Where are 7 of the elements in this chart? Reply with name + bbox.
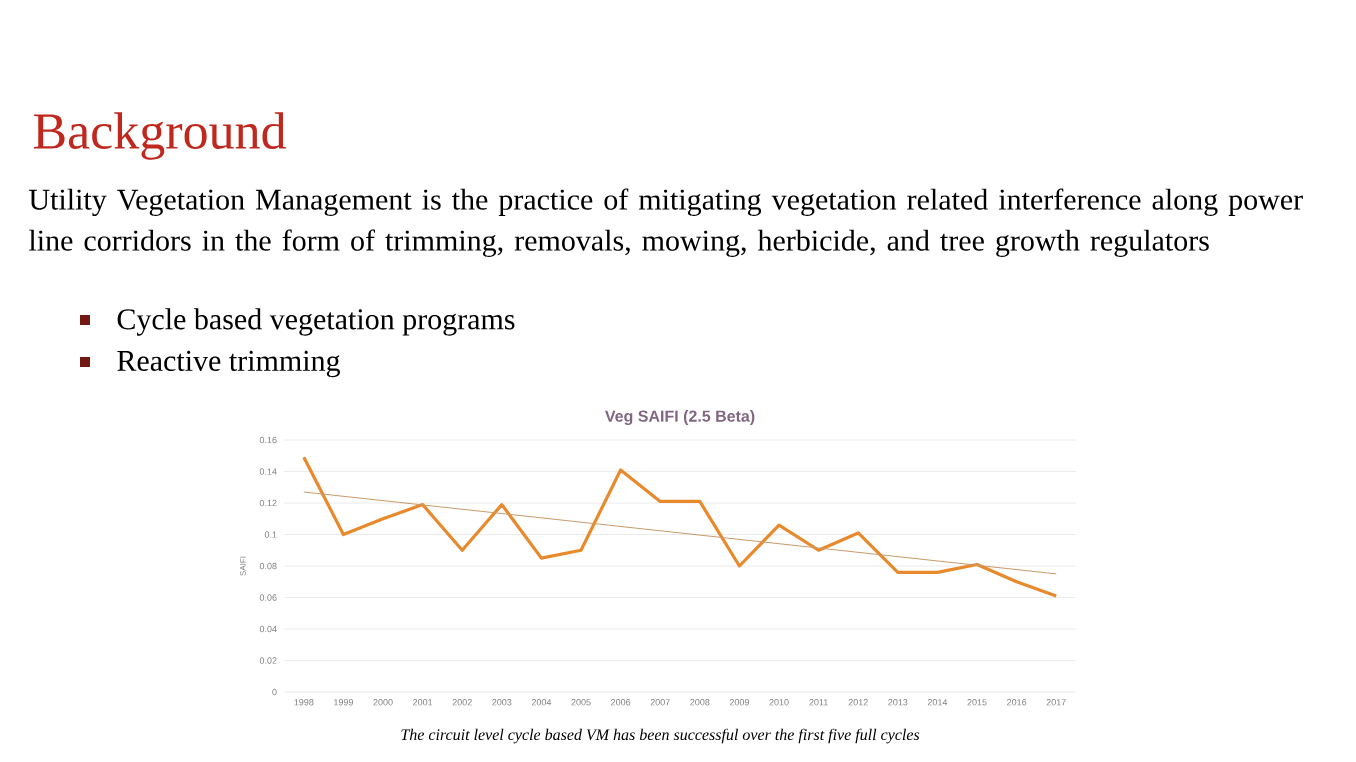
text: Reactive trimming [117, 350, 341, 378]
text: Cycle based vegetation programs [117, 308, 515, 336]
line-series [302, 455, 1058, 598]
text: Utility Vegetation Management is the practice of mitigating vegetation related interference along power line corridors in the form of trimming, removals, mowing, herbicide, and tree growth regulators [29, 188, 1303, 257]
text: Background [33, 112, 286, 160]
text: The circuit level cycle based VM has been successful over the first five full cycles [401, 728, 920, 744]
chart-title: Veg SAIFI (2.5 Beta) [605, 410, 755, 426]
